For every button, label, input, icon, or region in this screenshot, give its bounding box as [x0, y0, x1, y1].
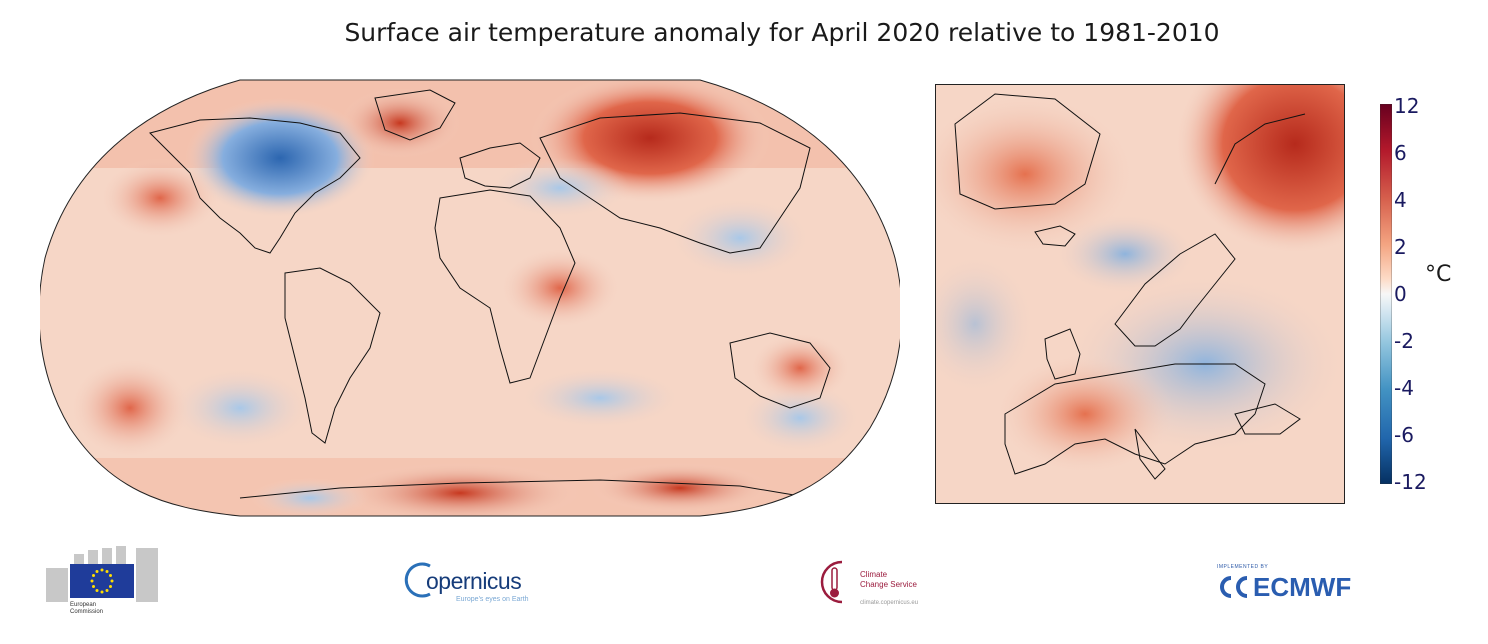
- c3s-label-line2: Change Service: [860, 580, 917, 589]
- colorbar-tick: -4: [1394, 376, 1414, 400]
- copernicus-c-icon: [404, 562, 431, 598]
- figure-title: Surface air temperature anomaly for Apri…: [344, 18, 1220, 47]
- colorbar-tick: 12: [1394, 94, 1420, 118]
- colorbar-tick: 0: [1394, 282, 1407, 306]
- copernicus-tagline: Europe's eyes on Earth: [456, 596, 529, 603]
- ecmwf-wordmark: ECMWF: [1253, 572, 1352, 602]
- world-anomaly-map: [40, 79, 900, 517]
- colorbar-unit: °C: [1425, 262, 1452, 287]
- colorbar-tick: -2: [1394, 329, 1414, 353]
- c3s-logo: Climate Change Service climate.copernicu…: [812, 556, 962, 612]
- eu-flag-icon: [70, 564, 134, 598]
- colorbar-tick: 4: [1394, 188, 1407, 212]
- copernicus-wordmark: opernicus: [426, 568, 522, 594]
- colorbar-tick: 2: [1394, 235, 1407, 259]
- ecmwf-symbol-icon: [1220, 576, 1248, 598]
- copernicus-logo: opernicus Europe's eyes on Earth: [404, 556, 544, 612]
- eu-label-line2: Commission: [70, 609, 104, 615]
- colorbar-tick: -6: [1394, 423, 1414, 447]
- colorbar-tick: 6: [1394, 141, 1407, 165]
- ecmwf-implemented-by: IMPLEMENTED BY: [1217, 564, 1269, 570]
- europe-anomaly-map: [935, 84, 1345, 504]
- eu-label-line1: European: [70, 602, 97, 608]
- european-commission-logo: European Commission: [44, 544, 162, 622]
- colorbar-tick: -12: [1394, 470, 1427, 494]
- c3s-url: climate.copernicus.eu: [860, 600, 919, 606]
- temperature-colorbar: [1380, 104, 1392, 484]
- c3s-label-line1: Climate: [860, 570, 888, 579]
- thermometer-icon: [820, 560, 843, 604]
- ecmwf-logo: IMPLEMENTED BY ECMWF: [1215, 562, 1365, 606]
